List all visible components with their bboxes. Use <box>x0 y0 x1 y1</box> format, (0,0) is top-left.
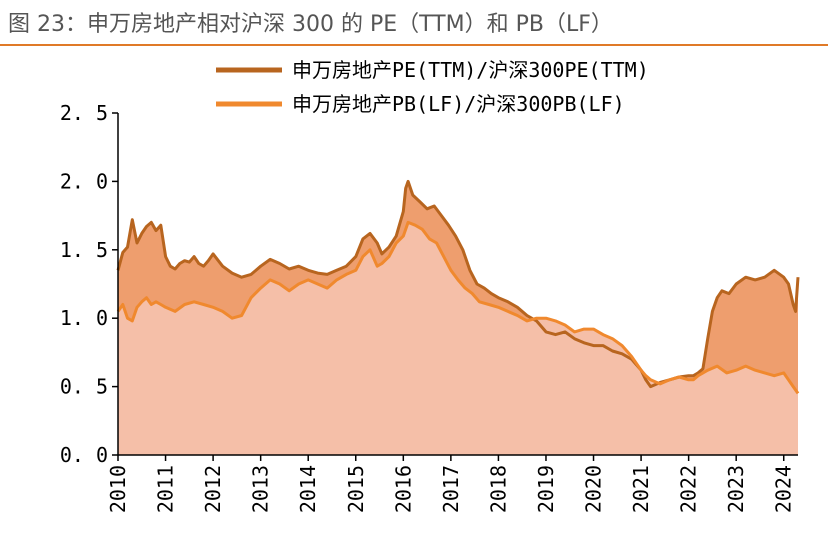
area-fills <box>118 181 798 455</box>
x-tick-label: 2024 <box>772 465 796 513</box>
x-tick-label: 2020 <box>582 465 606 513</box>
x-tick-label: 2023 <box>724 465 748 513</box>
x-tick-label: 2017 <box>439 465 463 513</box>
legend-label-pb: 申万房地产PB(LF)/沪深300PB(LF) <box>292 92 625 116</box>
series-area-pb <box>118 222 798 455</box>
x-tick-label: 2021 <box>629 465 653 513</box>
y-tick-label: 2. 0 <box>60 169 108 193</box>
legend-label-pe: 申万房地产PE(TTM)/沪深300PE(TTM) <box>292 58 649 82</box>
x-tick-label: 2015 <box>344 465 368 513</box>
x-tick-label: 2016 <box>391 465 415 513</box>
y-tick-label: 1. 0 <box>60 306 108 330</box>
x-tick-label: 2013 <box>249 465 273 513</box>
x-tick-label: 2014 <box>296 465 320 513</box>
axes <box>117 113 798 456</box>
series-lines <box>116 179 800 395</box>
y-axis-ticks: 0. 0 0. 5 1. 0 1. 5 2. 0 2. 5 <box>60 101 118 467</box>
figure-title: 图 23：申万房地产相对沪深 300 的 PE（TTM）和 PB（LF） <box>8 12 613 37</box>
y-tick-label: 0. 5 <box>60 375 108 399</box>
series-line-pb <box>116 220 800 395</box>
y-tick-label: 2. 5 <box>60 101 108 125</box>
x-tick-label: 2011 <box>154 465 178 513</box>
x-tick-label: 2022 <box>677 465 701 513</box>
y-tick-label: 1. 5 <box>60 238 108 262</box>
y-tick-label: 0. 0 <box>60 443 108 467</box>
legend: 申万房地产PE(TTM)/沪深300PE(TTM) 申万房地产PB(LF)/沪深3… <box>216 58 649 116</box>
x-tick-label: 2019 <box>534 465 558 513</box>
x-tick-label: 2012 <box>201 465 225 513</box>
title-rule <box>0 44 828 46</box>
x-tick-label: 2010 <box>106 465 130 513</box>
x-tick-label: 2018 <box>486 465 510 513</box>
series-line-pe <box>116 179 800 389</box>
x-axis-ticks: 2010 2011 2012 2013 2014 2015 2016 2017 2018 2019… <box>106 455 796 513</box>
